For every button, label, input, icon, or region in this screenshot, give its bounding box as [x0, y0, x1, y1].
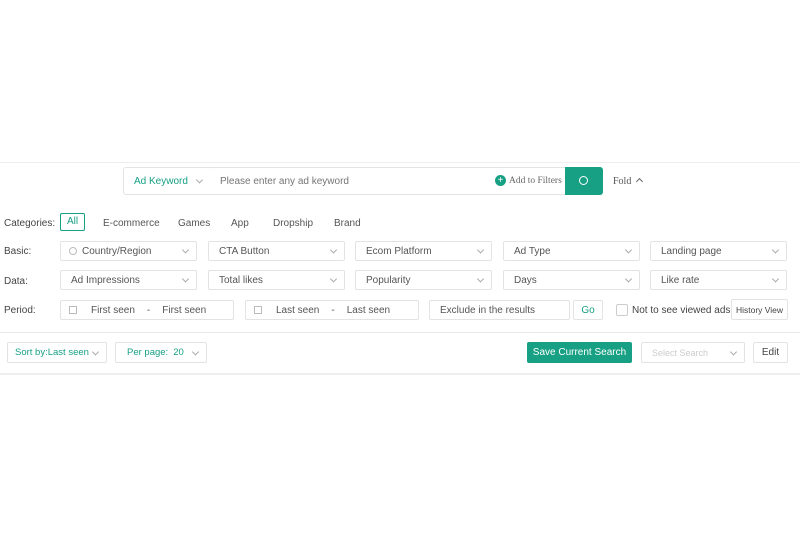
per-page-select[interactable]: Per page: 20 [115, 342, 207, 363]
chevron-down-icon [624, 275, 633, 283]
end-date: First seen [162, 304, 207, 316]
separator: - [331, 304, 335, 316]
chevron-down-icon [181, 246, 190, 254]
basic-label: Basic: [4, 246, 32, 257]
per-page-label: Per page: [127, 347, 169, 358]
categories-label: Categories: [4, 218, 56, 229]
ad-impressions-select[interactable]: Ad Impressions [60, 270, 197, 290]
history-label: History View [735, 304, 784, 315]
not-viewed-label[interactable]: Not to see viewed ads [632, 305, 731, 316]
popularity-select[interactable]: Popularity [355, 270, 492, 290]
search-icon [579, 176, 588, 185]
data-label: Data: [4, 276, 28, 287]
add-to-filters-button[interactable]: + Add to Filters [495, 175, 562, 186]
category-app[interactable]: App [231, 218, 249, 229]
plus-circle-icon: + [495, 175, 506, 186]
category-all[interactable]: All [60, 213, 85, 231]
period-label: Period: [4, 305, 36, 316]
go-button[interactable]: Go [573, 300, 603, 320]
landing-page-select[interactable]: Landing page [650, 241, 787, 261]
select-search-select[interactable]: Select Search [641, 342, 745, 363]
exclude-placeholder: Exclude in the results [440, 304, 536, 316]
category-dropship[interactable]: Dropship [273, 218, 314, 229]
calendar-icon [69, 306, 77, 314]
select-search-placeholder: Select Search [652, 347, 709, 358]
first-seen-range[interactable]: First seen - First seen [60, 300, 234, 320]
keyword-input[interactable] [210, 167, 566, 195]
search-type-label: Ad Keyword [134, 175, 188, 187]
category-ecommerce[interactable]: E-commerce [103, 218, 160, 229]
start-date: Last seen [276, 304, 320, 316]
total-likes-select[interactable]: Total likes [208, 270, 345, 290]
chevron-down-icon [476, 246, 485, 254]
chevron-down-icon [191, 347, 200, 356]
select-label: CTA Button [219, 245, 270, 257]
chevron-down-icon [771, 275, 780, 283]
add-to-filters-label: Add to Filters [509, 175, 562, 186]
last-seen-range[interactable]: Last seen - Last seen [245, 300, 419, 320]
chevron-down-icon [771, 246, 780, 254]
history-view-button[interactable]: History View [731, 299, 788, 320]
edit-label: Edit [761, 347, 780, 358]
chevron-down-icon [91, 347, 100, 356]
end-date: Last seen [346, 304, 391, 316]
category-brand[interactable]: Brand [334, 218, 361, 229]
category-games[interactable]: Games [178, 218, 211, 229]
chevron-down-icon [181, 275, 190, 283]
cta-button-select[interactable]: CTA Button [208, 241, 345, 261]
fold-button[interactable]: Fold [613, 176, 643, 187]
not-viewed-checkbox[interactable] [616, 304, 628, 316]
like-rate-select[interactable]: Like rate [650, 270, 787, 290]
exclude-input[interactable]: Exclude in the results [429, 300, 570, 320]
select-label: Ad Type [514, 245, 551, 257]
country-region-select[interactable]: Country/Region [60, 241, 197, 261]
bottom-divider [0, 373, 800, 375]
select-label: Ad Impressions [71, 274, 140, 286]
chevron-down-icon [329, 275, 338, 283]
divider [0, 332, 800, 333]
location-icon [69, 247, 77, 255]
ad-type-select[interactable]: Ad Type [503, 241, 640, 261]
edit-button[interactable]: Edit [753, 342, 788, 363]
sort-select[interactable]: Sort by:Last seen [7, 342, 107, 363]
search-type-select[interactable]: Ad Keyword [123, 167, 211, 195]
chevron-down-icon [476, 275, 485, 283]
select-label: Country/Region [82, 245, 152, 257]
calendar-icon [254, 306, 262, 314]
select-label: Landing page [661, 245, 722, 257]
fold-label: Fold [613, 176, 632, 187]
start-date: First seen [91, 304, 135, 316]
select-label: Ecom Platform [366, 245, 432, 257]
per-page-value: 20 [173, 347, 184, 358]
chevron-down-icon [195, 176, 204, 184]
select-label: Like rate [661, 274, 700, 286]
chevron-down-icon [729, 347, 738, 356]
go-label: Go [581, 304, 595, 316]
select-label: Total likes [219, 274, 263, 286]
save-current-search-button[interactable]: Save Current Search [527, 342, 632, 363]
chevron-up-icon [635, 177, 643, 186]
select-label: Days [514, 274, 537, 286]
ecom-platform-select[interactable]: Ecom Platform [355, 241, 492, 261]
days-select[interactable]: Days [503, 270, 640, 290]
select-label: Popularity [366, 274, 411, 286]
chevron-down-icon [329, 246, 338, 254]
chevron-down-icon [624, 246, 633, 254]
separator: - [146, 304, 151, 316]
top-divider [0, 162, 800, 163]
sort-label: Sort by:Last seen [15, 347, 89, 358]
search-button[interactable] [565, 167, 603, 195]
